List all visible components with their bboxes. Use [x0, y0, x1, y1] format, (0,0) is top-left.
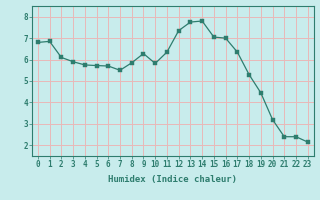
X-axis label: Humidex (Indice chaleur): Humidex (Indice chaleur) — [108, 175, 237, 184]
